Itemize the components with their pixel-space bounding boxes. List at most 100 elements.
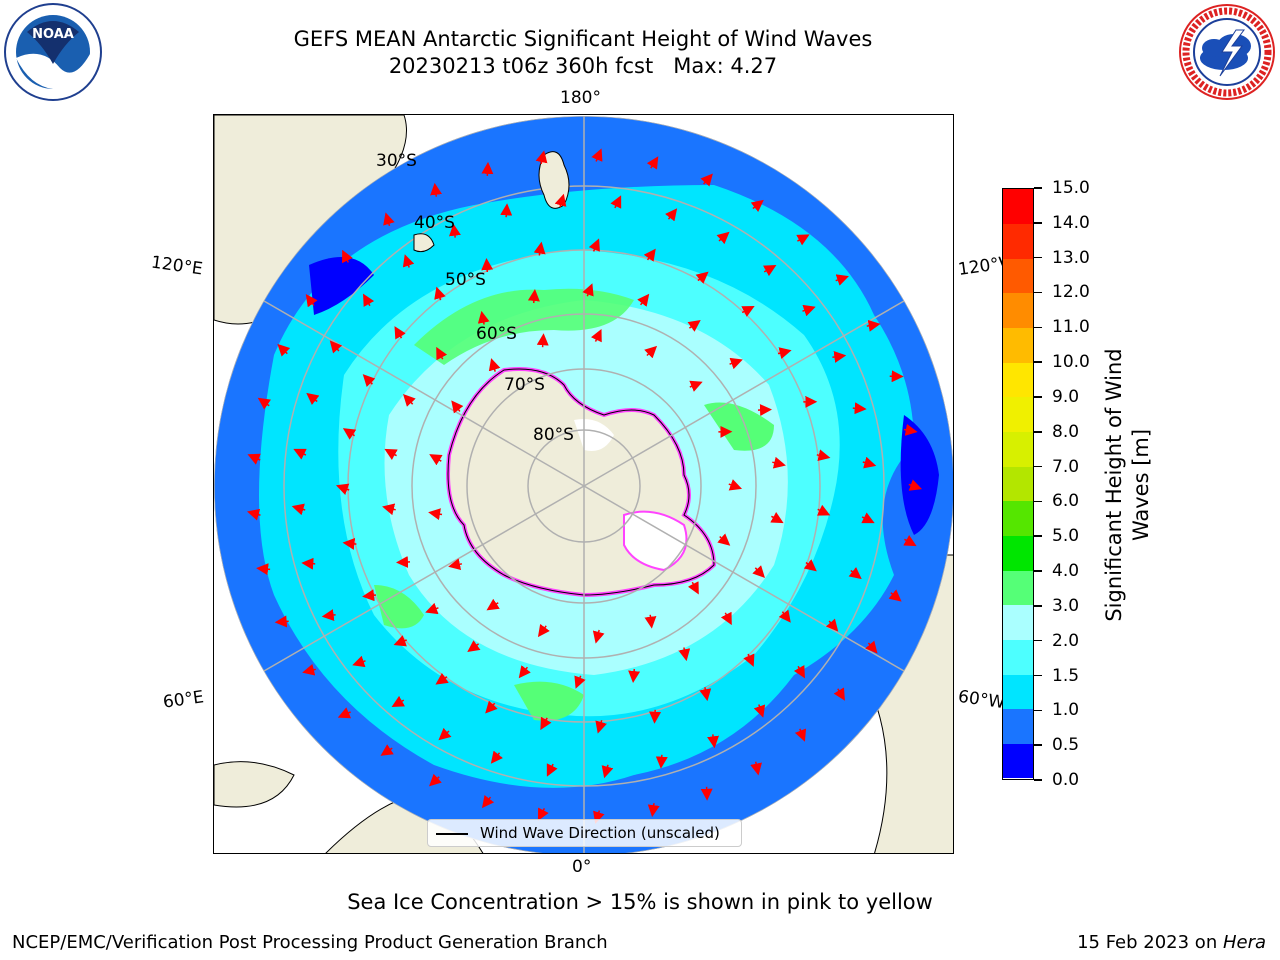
sea-ice-note: Sea Ice Concentration > 15% is shown in …	[347, 890, 933, 914]
wind-wave-arrow	[438, 727, 452, 741]
colorbar-segment	[1003, 189, 1033, 225]
wind-wave-arrow	[337, 707, 352, 719]
colorbar-tick	[1034, 709, 1042, 712]
wind-wave-arrow	[643, 248, 656, 262]
wind-wave-arrow	[342, 249, 353, 264]
lon-label-180: 180°	[560, 88, 601, 108]
wind-wave-arrow	[329, 340, 343, 354]
colorbar-segment	[1003, 535, 1033, 571]
wind-wave-arrow	[363, 293, 375, 307]
legend-label: Wind Wave Direction (unscaled)	[480, 824, 720, 842]
wind-wave-arrow	[590, 328, 602, 343]
wind-wave-arrow	[380, 744, 394, 756]
wind-wave-arrow	[257, 397, 272, 410]
wind-wave-arrow	[342, 428, 357, 440]
wind-wave-arrow	[277, 343, 291, 357]
colorbar-tick	[1034, 639, 1042, 642]
colorbar-segment	[1003, 396, 1033, 433]
wind-wave-arrow	[486, 598, 500, 611]
wind-wave-arrow	[848, 567, 862, 580]
lat-label-80s: 80°S	[533, 425, 574, 445]
wind-wave-arrow	[802, 304, 816, 317]
lat-label-70s: 70°S	[504, 375, 545, 395]
colorbar-tick	[1034, 570, 1042, 572]
lat-label-30s: 30°S	[376, 151, 417, 171]
wind-wave-arrow	[903, 535, 917, 547]
wind-wave-arrow	[425, 602, 439, 615]
colorbar-tick-label: 5.0	[1052, 526, 1080, 547]
colorbar-tick	[1034, 256, 1042, 259]
wind-wave-arrow	[637, 293, 650, 307]
wind-wave-arrow	[396, 555, 411, 568]
colorbar-tick	[1034, 222, 1042, 224]
wind-wave-arrow	[291, 503, 306, 516]
colorbar-segment	[1003, 708, 1033, 744]
wind-wave-arrow	[646, 156, 659, 170]
wind-wave-arrow	[770, 512, 784, 524]
lon-label-60w: 60°W	[956, 686, 1007, 714]
colorbar-segment	[1003, 431, 1033, 467]
wind-wave-arrow	[540, 716, 552, 731]
wind-wave-arrow	[825, 618, 839, 632]
wind-wave-arrow	[554, 193, 567, 208]
colorbar-tick-label: 2.0	[1052, 630, 1080, 651]
wind-wave-arrow	[403, 394, 416, 407]
wind-wave-arrow	[753, 704, 766, 718]
wind-wave-arrow	[435, 672, 449, 685]
wind-wave-arrow	[717, 533, 731, 546]
wind-wave-arrow	[777, 347, 792, 359]
wind-wave-arrow	[362, 374, 376, 387]
colorbar-tick-label: 14.0	[1052, 212, 1090, 233]
wind-wave-arrow	[574, 675, 586, 689]
colorbar	[1002, 188, 1034, 780]
wind-wave-arrow	[546, 763, 558, 777]
wind-wave-arrow	[302, 663, 316, 676]
wind-wave-arrow	[716, 231, 730, 245]
lon-label-120e: 120°E	[149, 252, 204, 280]
wind-wave-arrow	[306, 392, 320, 405]
wind-wave-arrow	[591, 148, 603, 162]
chart-title: GEFS MEAN Antarctic Significant Height o…	[293, 27, 873, 51]
noaa-logo-text: NOAA	[32, 27, 74, 42]
wind-wave-arrow	[644, 345, 658, 359]
wind-wave-arrow	[481, 258, 494, 273]
wind-wave-arrow	[833, 687, 845, 701]
colorbar-tick-label: 8.0	[1052, 421, 1080, 442]
wind-wave-arrow	[835, 274, 849, 286]
footer-date-text: 15 Feb 2023 on	[1077, 932, 1223, 953]
colorbar-tick-label: 0.5	[1052, 735, 1080, 756]
colorbar-tick-label: 4.0	[1052, 561, 1080, 582]
footer-date: 15 Feb 2023 on Hera	[1077, 932, 1266, 953]
wind-wave-arrow	[477, 310, 490, 325]
wind-wave-arrow	[342, 537, 357, 550]
wind-wave-arrow	[866, 319, 881, 332]
colorbar-tick	[1034, 187, 1042, 189]
colorbar-tick	[1034, 431, 1042, 433]
wind-wave-arrow	[335, 483, 350, 495]
wind-wave-arrow	[729, 357, 743, 370]
wind-wave-arrow	[816, 449, 831, 462]
wind-wave-arrow	[852, 402, 867, 415]
wind-wave-arrow	[429, 454, 443, 466]
colorbar-segment	[1003, 466, 1033, 502]
lon-label-60e: 60°E	[161, 687, 206, 713]
national-weather-service-logo-icon	[1179, 4, 1275, 100]
wind-wave-arrow	[720, 611, 732, 626]
colorbar-tick-label: 1.5	[1052, 665, 1080, 686]
colorbar-segment	[1003, 674, 1033, 710]
wind-wave-arrow	[537, 807, 549, 821]
wind-wave-arrow	[757, 404, 772, 417]
wind-wave-arrow	[796, 234, 810, 246]
wind-wave-arrow	[595, 719, 607, 734]
colorbar-tick	[1034, 291, 1042, 294]
wind-wave-arrow	[490, 750, 503, 764]
wind-wave-arrow	[481, 161, 494, 176]
wind-wave-arrow	[700, 173, 713, 187]
wind-wave-arrow	[481, 795, 495, 809]
colorbar-tick-label: 10.0	[1052, 352, 1090, 373]
wind-wave-arrow	[582, 283, 594, 297]
colorbar-segment	[1003, 292, 1033, 329]
wind-wave-arrow	[247, 508, 261, 521]
wind-wave-arrow	[861, 512, 875, 524]
wind-wave-arrow	[256, 563, 271, 576]
